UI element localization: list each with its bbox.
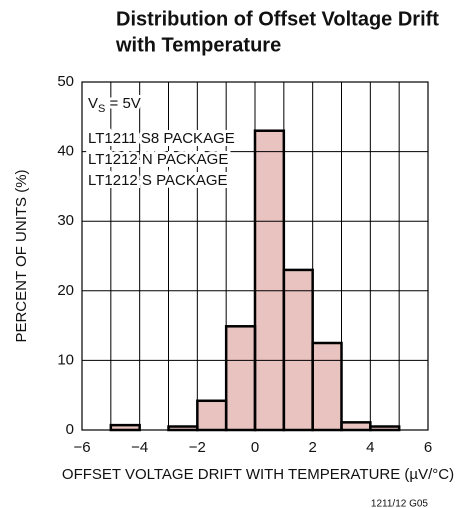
annotation-text: = 5V — [105, 95, 140, 112]
x-tick-label: −2 — [189, 439, 206, 456]
y-tick-label: 40 — [57, 143, 74, 160]
bar — [168, 426, 198, 430]
bar — [341, 422, 371, 430]
bar — [110, 425, 140, 430]
y-axis-label: PERCENT OF UNITS (%) — [13, 169, 30, 342]
annotation: VS = 5V — [88, 95, 141, 115]
annotation: LT1212 N PACKAGE — [88, 151, 228, 168]
bar — [255, 130, 284, 430]
annotation-symbol: V — [88, 95, 98, 112]
y-tick-label: 20 — [57, 282, 74, 299]
chart-title: Distribution of Offset Voltage Drift — [116, 8, 439, 30]
y-tick-label: 10 — [57, 351, 74, 368]
x-axis-label: OFFSET VOLTAGE DRIFT WITH TEMPERATURE (µ… — [62, 466, 454, 483]
bar — [312, 343, 342, 430]
bar — [226, 326, 255, 430]
y-tick-label: 50 — [57, 73, 74, 90]
y-tick-label: 30 — [57, 212, 74, 229]
annotation: LT1211 S8 PACKAGE — [88, 130, 235, 147]
x-tick-label: −4 — [131, 439, 148, 456]
x-tick-label: 0 — [251, 439, 259, 456]
x-tick-label: 6 — [424, 439, 432, 456]
bar — [370, 426, 400, 430]
x-tick-label: 4 — [366, 439, 374, 456]
x-tick-label: −6 — [73, 439, 90, 456]
y-tick-label: 0 — [66, 421, 74, 438]
chart-title: with Temperature — [115, 34, 281, 56]
bar — [283, 269, 313, 430]
footnote: 1211/12 G05 — [371, 499, 429, 508]
x-tick-label: 2 — [308, 439, 316, 456]
annotation-subscript: S — [98, 103, 105, 115]
annotation: LT1212 S PACKAGE — [88, 172, 228, 189]
plot-frame — [81, 81, 429, 431]
bar — [197, 400, 227, 430]
